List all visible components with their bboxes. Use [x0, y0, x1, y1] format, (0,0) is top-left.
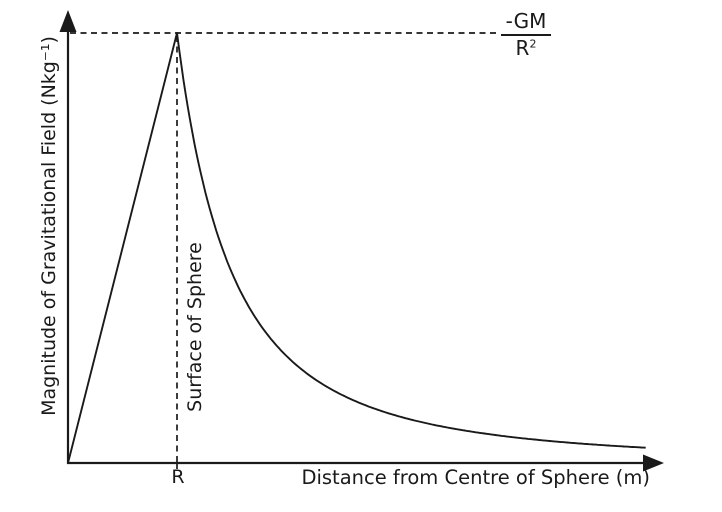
r-tick-label: R	[171, 466, 185, 488]
fraction-bar	[501, 34, 551, 36]
peak-value-label: -GM R2	[500, 10, 552, 60]
y-axis-label: Magnitude of Gravitational Field (Nkg⁻¹)	[38, 36, 60, 416]
denominator-exponent: 2	[529, 37, 537, 51]
peak-label-numerator: -GM	[505, 9, 547, 33]
peak-label-denominator: R2	[516, 36, 537, 60]
surface-of-sphere-label: Surface of Sphere	[184, 242, 206, 412]
y-axis-arrow-icon	[59, 10, 77, 32]
field-curve	[67, 32, 646, 464]
x-axis-arrow-icon	[643, 454, 664, 472]
denominator-base: R	[515, 36, 530, 60]
x-axis-label: Distance from Centre of Sphere (m)	[301, 466, 650, 489]
